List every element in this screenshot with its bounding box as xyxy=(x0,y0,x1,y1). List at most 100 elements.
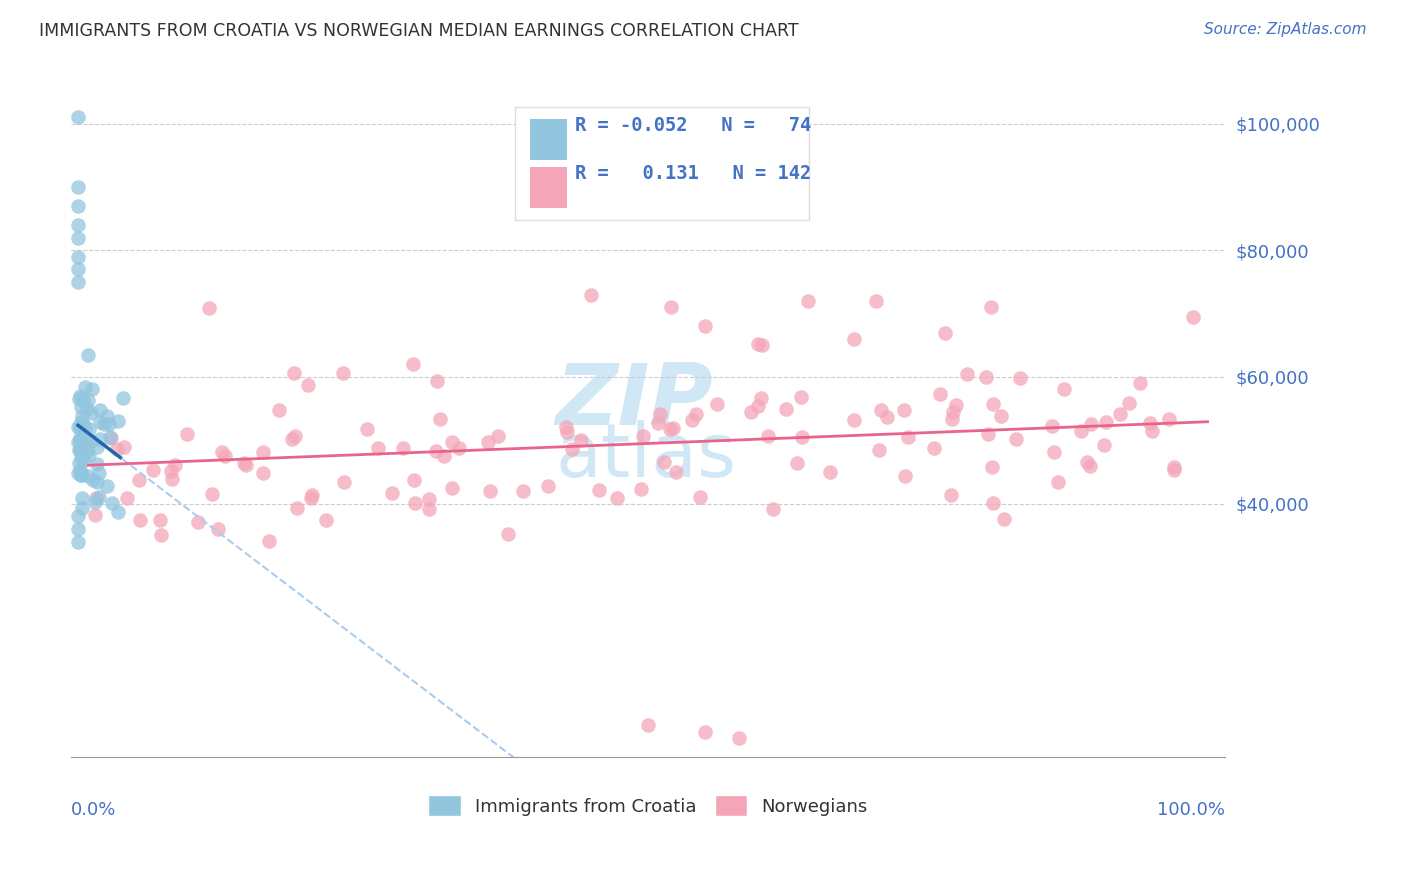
Point xyxy=(934,326,956,340)
Point xyxy=(486,429,509,443)
Point xyxy=(67,392,90,406)
Point xyxy=(297,378,319,392)
Point xyxy=(67,199,90,213)
Point xyxy=(107,505,129,519)
Point xyxy=(790,430,813,444)
Point xyxy=(69,389,91,403)
Point xyxy=(142,463,165,477)
Point xyxy=(72,417,94,432)
Point xyxy=(72,392,94,407)
Point xyxy=(86,475,108,490)
Point xyxy=(844,413,866,427)
Point xyxy=(69,467,91,482)
Point xyxy=(82,473,104,487)
Point xyxy=(941,488,963,502)
Point xyxy=(76,434,98,449)
Point xyxy=(76,401,98,416)
Point xyxy=(67,442,90,457)
Point xyxy=(235,458,257,472)
Point xyxy=(69,444,91,458)
Point xyxy=(77,422,100,436)
Point xyxy=(70,450,93,465)
Point xyxy=(693,724,716,739)
Point xyxy=(187,515,209,529)
Point xyxy=(956,367,979,381)
Point xyxy=(756,429,779,443)
Point xyxy=(163,458,186,472)
Text: IMMIGRANTS FROM CROATIA VS NORWEGIAN MEDIAN EARNINGS CORRELATION CHART: IMMIGRANTS FROM CROATIA VS NORWEGIAN MED… xyxy=(39,22,799,40)
Point xyxy=(496,527,519,541)
Point xyxy=(749,392,772,406)
Text: Source: ZipAtlas.com: Source: ZipAtlas.com xyxy=(1204,22,1367,37)
Point xyxy=(96,409,118,424)
Point xyxy=(665,465,688,479)
Point xyxy=(332,367,354,381)
Point xyxy=(198,301,221,316)
Point xyxy=(1043,445,1066,459)
Point xyxy=(404,495,426,509)
Point xyxy=(69,420,91,434)
Point xyxy=(1008,370,1031,384)
Point xyxy=(869,402,891,417)
Point xyxy=(652,455,675,469)
Point xyxy=(693,319,716,334)
Point xyxy=(477,434,499,449)
Point xyxy=(1076,455,1098,469)
Point xyxy=(1109,408,1132,422)
Point xyxy=(1070,424,1092,438)
Point xyxy=(981,459,1004,474)
Point xyxy=(728,731,751,745)
Point xyxy=(112,440,135,454)
Point xyxy=(1053,382,1076,396)
Point xyxy=(86,440,108,454)
Point xyxy=(79,448,101,462)
Point xyxy=(990,409,1012,424)
Point xyxy=(75,380,97,394)
Point xyxy=(211,444,233,458)
Point xyxy=(1139,416,1161,430)
Point xyxy=(70,400,93,414)
Point xyxy=(86,457,108,471)
Point xyxy=(67,230,90,244)
Point xyxy=(631,429,654,443)
Point xyxy=(842,332,865,346)
Point xyxy=(67,456,90,470)
Point xyxy=(993,512,1015,526)
Point xyxy=(70,500,93,515)
Point xyxy=(285,500,308,515)
Point xyxy=(648,407,671,421)
Point xyxy=(257,534,280,549)
Point xyxy=(945,399,967,413)
Point xyxy=(67,218,90,232)
Point xyxy=(876,410,898,425)
Point xyxy=(72,442,94,457)
Point xyxy=(418,502,440,516)
Point xyxy=(751,338,773,352)
Point xyxy=(89,466,111,480)
Point xyxy=(160,464,183,478)
Point xyxy=(150,528,173,542)
Point xyxy=(101,496,124,510)
Point xyxy=(67,180,90,194)
Point xyxy=(606,491,628,505)
Point xyxy=(1080,417,1102,431)
Point xyxy=(1163,459,1185,474)
Point xyxy=(786,457,808,471)
Point xyxy=(115,491,138,505)
Point xyxy=(200,486,222,500)
Point xyxy=(869,442,891,457)
Point xyxy=(569,433,592,447)
Point xyxy=(512,484,534,499)
Point xyxy=(1095,416,1118,430)
Point xyxy=(69,463,91,477)
Point xyxy=(111,392,134,406)
Point xyxy=(942,405,965,419)
Point xyxy=(1142,425,1164,439)
Point xyxy=(80,406,103,420)
Point xyxy=(96,479,118,493)
Point xyxy=(69,442,91,457)
Point xyxy=(67,262,90,277)
Point xyxy=(630,482,652,496)
Point xyxy=(426,374,449,388)
Point xyxy=(129,513,152,527)
